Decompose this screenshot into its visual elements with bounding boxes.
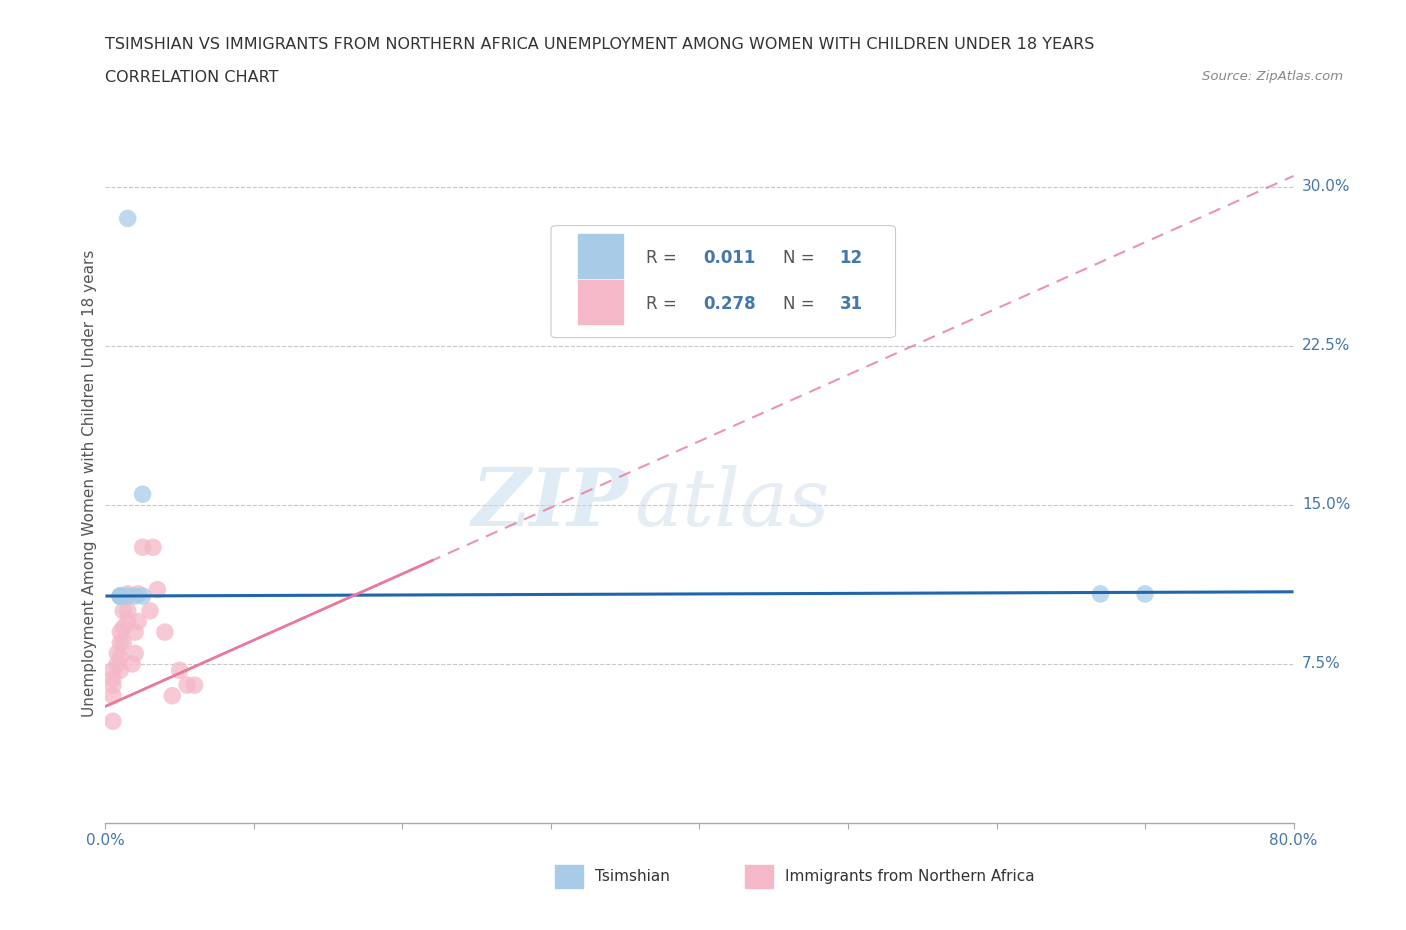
Point (124, 589, 146, 604)
Point (110, 589, 132, 604)
Point (110, 663, 132, 678)
Point (112, 620, 135, 635)
Text: 22.5%: 22.5% (1302, 339, 1350, 353)
Text: 30.0%: 30.0% (1302, 179, 1350, 194)
Point (110, 589, 132, 604)
Point (131, 539, 153, 554)
Text: Immigrants from Northern Africa: Immigrants from Northern Africa (785, 870, 1035, 884)
Point (169, 663, 191, 678)
Point (1133, 587, 1156, 602)
Text: atlas: atlas (634, 465, 830, 543)
Point (105, 657, 128, 671)
Point (117, 604, 139, 618)
Point (117, 211, 139, 226)
Point (105, 646, 128, 661)
Point (162, 688, 184, 703)
Point (139, 604, 162, 618)
FancyBboxPatch shape (551, 226, 896, 338)
Point (110, 589, 132, 604)
Point (176, 678, 198, 693)
Text: Source: ZipAtlas.com: Source: ZipAtlas.com (1202, 70, 1343, 83)
Point (110, 625, 132, 640)
Point (110, 589, 132, 604)
Point (101, 671, 124, 686)
Text: 15.0%: 15.0% (1302, 498, 1350, 512)
Point (142, 539, 165, 554)
Point (127, 614, 149, 629)
Text: 31: 31 (839, 295, 863, 312)
Point (146, 582, 169, 597)
Point (153, 625, 176, 640)
Point (112, 604, 135, 618)
Point (110, 589, 132, 604)
Text: 0.278: 0.278 (703, 295, 755, 312)
Point (124, 646, 146, 661)
Text: Tsimshian: Tsimshian (595, 870, 669, 884)
Point (127, 587, 149, 602)
Point (110, 650, 132, 665)
FancyBboxPatch shape (578, 233, 623, 278)
Y-axis label: Unemployment Among Women with Children Under 18 years: Unemployment Among Women with Children U… (82, 250, 97, 717)
Point (117, 589, 139, 604)
Point (110, 635, 132, 650)
Text: TSIMSHIAN VS IMMIGRANTS FROM NORTHERN AFRICA UNEMPLOYMENT AMONG WOMEN WITH CHILD: TSIMSHIAN VS IMMIGRANTS FROM NORTHERN AF… (105, 37, 1095, 52)
Text: R =: R = (645, 248, 682, 267)
Point (117, 587, 139, 602)
Point (121, 657, 143, 671)
Point (101, 714, 124, 729)
Text: N =: N = (783, 295, 820, 312)
Point (101, 663, 124, 678)
Text: N =: N = (783, 248, 820, 267)
Point (117, 614, 139, 629)
Point (183, 678, 205, 693)
Point (1090, 587, 1112, 602)
Point (101, 688, 124, 703)
Point (112, 635, 135, 650)
Text: R =: R = (645, 295, 682, 312)
Point (124, 625, 146, 640)
Text: 12: 12 (839, 248, 863, 267)
Point (131, 589, 153, 604)
Text: CORRELATION CHART: CORRELATION CHART (105, 70, 278, 85)
Text: 7.5%: 7.5% (1302, 657, 1340, 671)
Point (131, 486, 153, 501)
Text: ZIP: ZIP (471, 465, 628, 543)
Point (101, 678, 124, 693)
FancyBboxPatch shape (578, 280, 623, 324)
Text: 0.011: 0.011 (703, 248, 755, 267)
